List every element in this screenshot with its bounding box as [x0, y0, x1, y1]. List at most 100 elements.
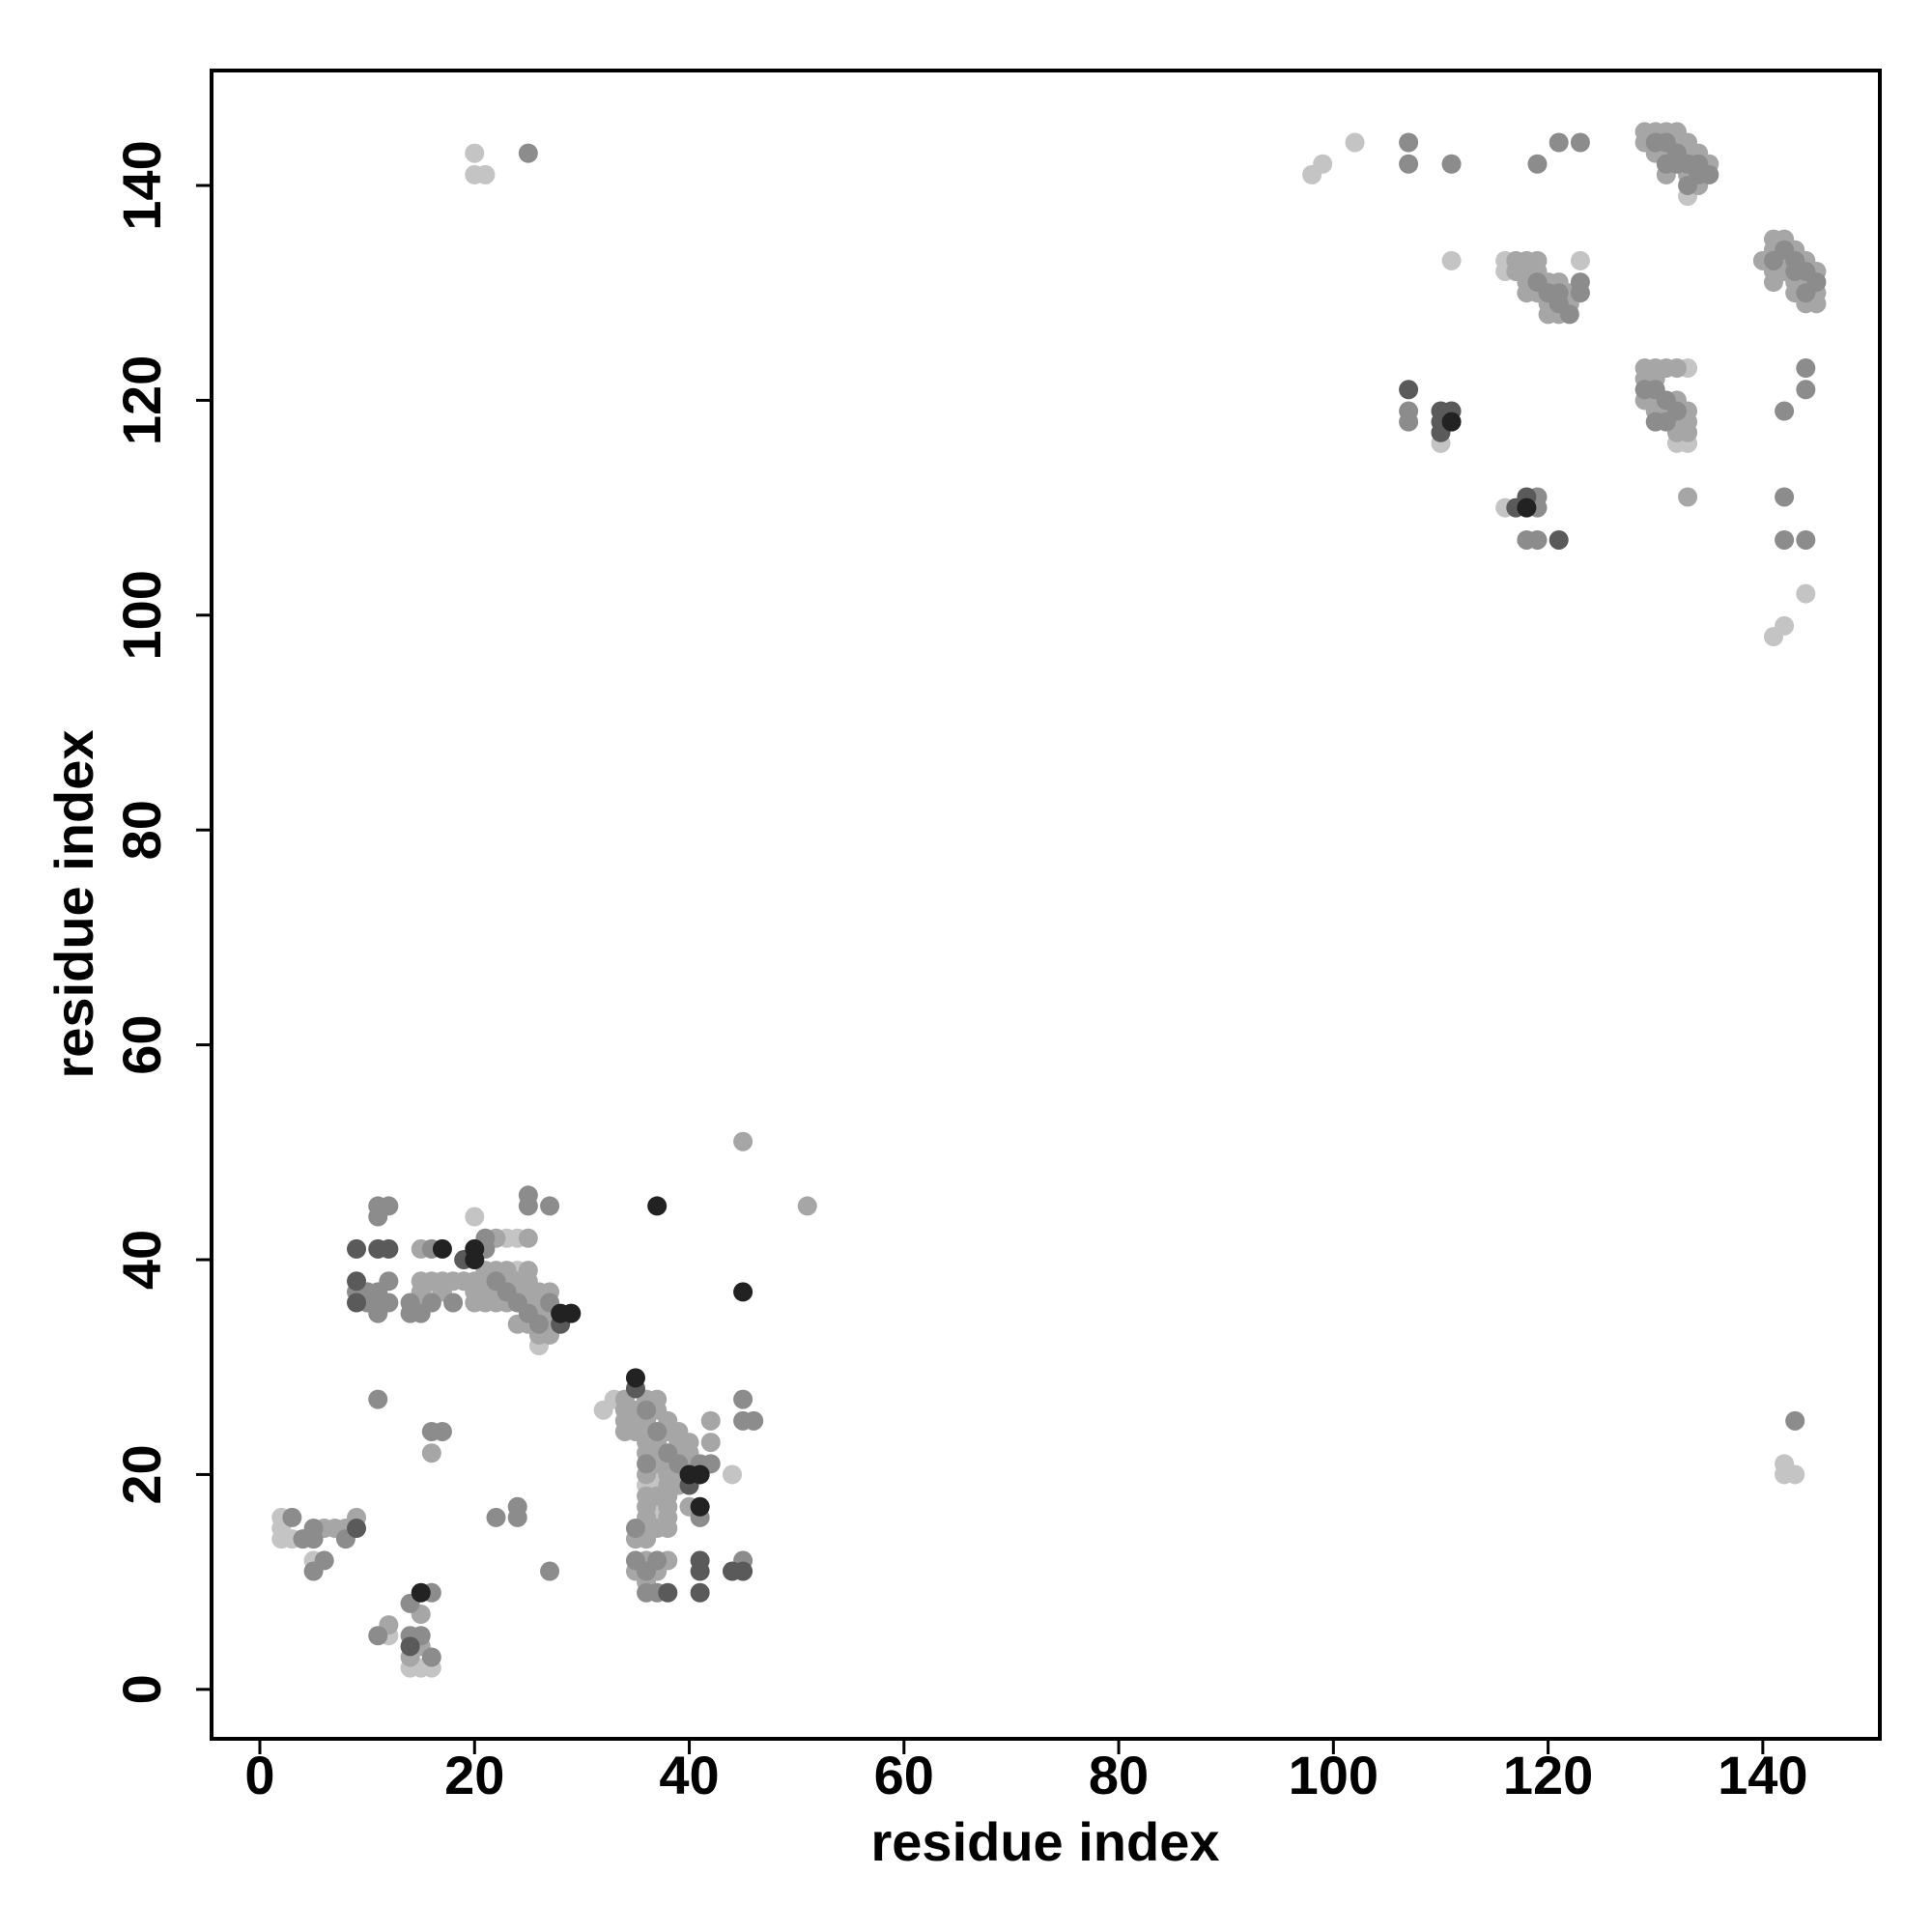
x-axis-title: residue index	[870, 1811, 1219, 1872]
point	[1548, 529, 1569, 550]
point	[1666, 358, 1687, 379]
point	[700, 1410, 721, 1431]
x-tick-label: 0	[244, 1745, 274, 1805]
point	[700, 1433, 721, 1453]
y-axis-title: residue index	[43, 729, 104, 1078]
y-tick-label: 140	[111, 140, 172, 230]
point	[1399, 132, 1419, 153]
point	[1699, 164, 1719, 185]
point	[1345, 132, 1365, 153]
point	[1399, 154, 1419, 174]
x-tick-label: 40	[659, 1745, 719, 1805]
y-tick-label: 120	[111, 355, 172, 445]
point	[540, 1196, 560, 1216]
point	[744, 1410, 764, 1431]
point	[1785, 261, 1805, 281]
point	[551, 1303, 571, 1323]
point	[647, 1421, 668, 1441]
point	[658, 1582, 678, 1603]
point	[1441, 250, 1462, 270]
point	[486, 1507, 506, 1527]
point	[282, 1507, 302, 1527]
points-layer	[271, 122, 1827, 1678]
x-tick-label: 100	[1289, 1745, 1378, 1805]
point	[465, 143, 485, 163]
point	[1678, 487, 1698, 507]
point	[733, 1131, 753, 1151]
point	[625, 1519, 645, 1539]
point	[1645, 132, 1665, 153]
point	[303, 1529, 324, 1549]
point	[1796, 380, 1816, 400]
point	[733, 1282, 753, 1302]
y-tick-label: 80	[111, 800, 172, 860]
y-tick-label: 20	[111, 1444, 172, 1504]
point	[1559, 304, 1579, 325]
point	[690, 1496, 710, 1517]
point	[411, 1582, 431, 1603]
point	[475, 164, 496, 185]
point	[379, 1238, 399, 1259]
point	[733, 1389, 753, 1409]
point	[1775, 529, 1795, 550]
point	[658, 1519, 678, 1539]
point	[314, 1550, 334, 1571]
point	[368, 1303, 388, 1323]
point	[347, 1293, 367, 1313]
point	[1313, 154, 1333, 174]
point	[637, 1400, 657, 1420]
x-tick-label: 140	[1718, 1745, 1807, 1805]
point	[465, 1207, 485, 1227]
point	[1763, 627, 1783, 647]
point	[497, 1282, 517, 1302]
x-tick-label: 80	[1089, 1745, 1149, 1805]
point	[625, 1550, 645, 1571]
point	[1678, 175, 1698, 195]
point	[540, 1561, 560, 1581]
point	[647, 1196, 668, 1216]
point	[421, 1443, 441, 1463]
point	[465, 1238, 485, 1259]
point	[1570, 283, 1590, 303]
point	[1656, 412, 1676, 432]
point	[1796, 583, 1816, 604]
point	[347, 1271, 367, 1292]
point	[507, 1507, 527, 1527]
point	[400, 1636, 420, 1657]
point	[347, 1238, 367, 1259]
point	[1527, 154, 1548, 174]
point	[1570, 132, 1590, 153]
point	[1763, 250, 1783, 270]
point	[454, 1271, 474, 1292]
y-tick-label: 100	[111, 570, 172, 660]
point	[432, 1421, 452, 1441]
point	[1656, 154, 1676, 174]
point	[347, 1519, 367, 1539]
x-tick-label: 120	[1503, 1745, 1593, 1805]
x-tick-label: 20	[444, 1745, 504, 1805]
point	[1548, 283, 1569, 303]
point	[1796, 283, 1816, 303]
point	[1441, 154, 1462, 174]
point	[443, 1293, 464, 1313]
point	[1517, 497, 1537, 518]
point	[1763, 272, 1783, 293]
point	[518, 1228, 538, 1248]
point	[722, 1464, 742, 1485]
point	[625, 1368, 645, 1388]
point	[1399, 380, 1419, 400]
point	[1775, 401, 1795, 421]
point	[1548, 132, 1569, 153]
point	[1678, 422, 1698, 442]
point	[421, 1647, 441, 1667]
point	[518, 1196, 538, 1216]
point	[368, 1626, 388, 1646]
point	[1570, 250, 1590, 270]
point	[1775, 487, 1795, 507]
y-tick-label: 0	[111, 1674, 172, 1704]
point	[797, 1196, 817, 1216]
point	[1634, 380, 1655, 400]
point	[432, 1238, 452, 1259]
point	[637, 1454, 657, 1474]
